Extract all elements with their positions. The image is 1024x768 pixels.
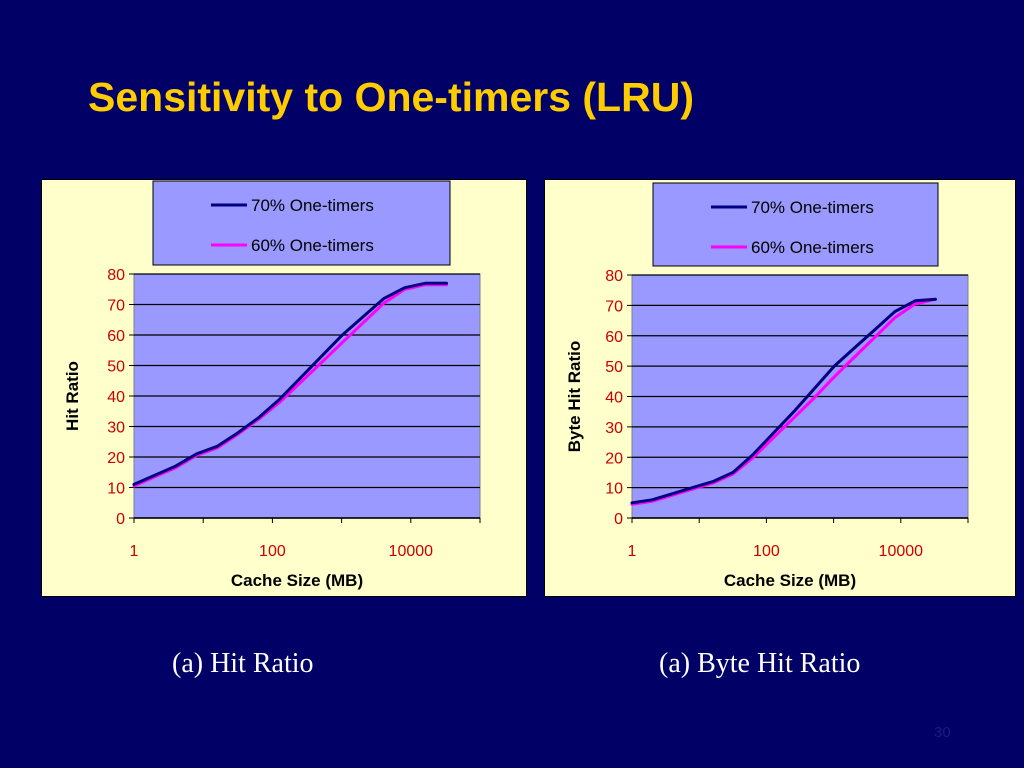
y-tick-label: 30 [605,420,623,437]
y-tick-label: 40 [605,390,623,407]
caption-byte-hit-ratio: (a) Byte Hit Ratio [659,648,861,679]
page-number: 30 [934,724,951,741]
legend-label: 70% One-timers [251,196,374,215]
x-axis-title: Cache Size (MB) [724,571,856,590]
y-tick-label: 50 [605,359,623,376]
y-tick-label: 80 [107,267,125,284]
slide-title: Sensitivity to One-timers (LRU) [88,74,694,120]
x-axis-title: Cache Size (MB) [231,571,363,590]
y-tick-label: 50 [107,359,125,376]
x-tick-label: 10000 [389,543,434,560]
y-tick-label: 60 [605,329,623,346]
byte-hit-ratio-chart-panel: 0 10 20 30 40 50 60 70 80 1 100 10000 Cache Size (MB… [544,179,1016,597]
y-axis-title: Byte Hit Ratio [565,341,584,452]
legend-box [652,182,939,267]
y-tick-label: 30 [107,420,125,437]
x-tick-label: 100 [753,543,780,560]
y-tick-label: 20 [107,450,125,467]
x-tick-label: 100 [259,543,286,560]
y-tick-label: 70 [107,298,125,315]
x-tick-label: 1 [130,543,139,560]
hit-ratio-chart-panel: 0 10 20 30 40 50 60 70 80 1 100 10000 Cache Size (MB… [41,179,527,597]
y-tick-label: 70 [605,298,623,315]
legend-label: 60% One-timers [251,236,374,255]
y-axis-title: Hit Ratio [63,361,82,431]
y-tick-label: 40 [107,389,125,406]
byte-hit-ratio-chart: 0 10 20 30 40 50 60 70 80 1 100 10000 Cache Size (MB… [565,182,969,590]
y-tick-label: 80 [605,268,623,285]
y-tick-label: 10 [605,481,623,498]
series-line-70 [132,281,448,486]
y-tick-label: 0 [116,511,125,528]
y-tick-label: 10 [107,481,125,498]
legend-box [152,180,451,266]
series-line-70 [630,297,937,505]
x-tick-label: 1 [628,543,637,560]
y-tick-label: 0 [614,511,623,528]
legend-label: 70% One-timers [751,198,874,217]
hit-ratio-chart: 0 10 20 30 40 50 60 70 80 1 100 10000 Cache Size (MB… [63,180,481,590]
x-tick-label: 10000 [879,543,924,560]
caption-hit-ratio: (a) Hit Ratio [172,648,314,679]
legend-label: 60% One-timers [751,238,874,257]
y-tick-label: 20 [605,450,623,467]
y-tick-label: 60 [107,328,125,345]
